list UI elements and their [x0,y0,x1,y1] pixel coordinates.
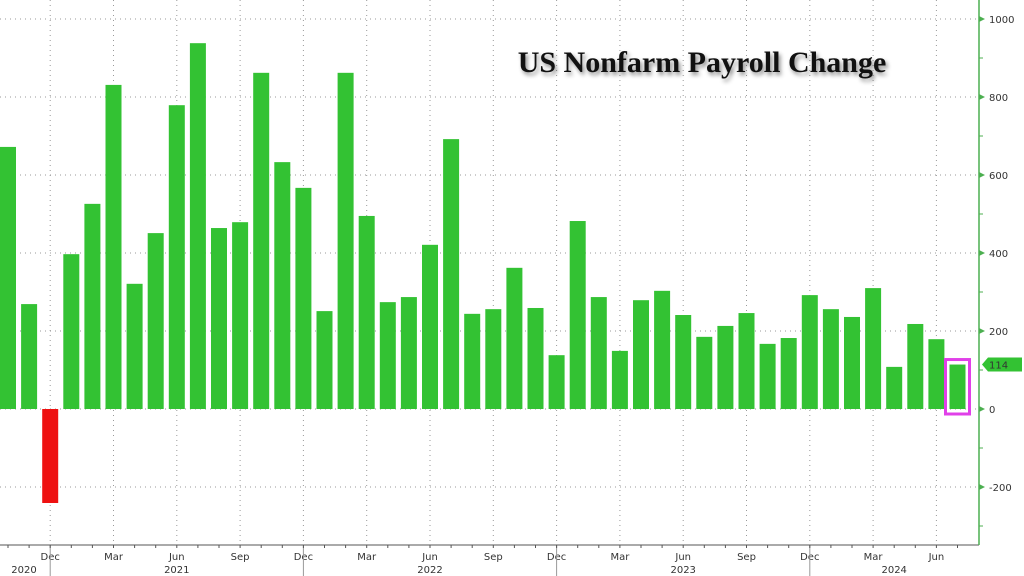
bar-sep-2021 [232,222,249,409]
y-tick-mark [979,172,985,178]
y-tick-label: 600 [989,171,1008,182]
x-year-label: 2022 [417,565,442,576]
bar-feb-2023 [590,297,607,409]
bar-apr-2022 [379,302,396,409]
bar-sep-2022 [485,309,502,409]
bar-oct-2021 [253,72,270,409]
bar-may-2024 [907,323,924,409]
bar-jan-2024 [822,309,839,409]
bar-oct-2023 [759,343,776,409]
bar-jun-2023 [675,315,692,409]
bar-aug-2021 [211,228,227,409]
bar-feb-2022 [337,72,354,409]
y-tick-label: 400 [989,249,1008,260]
bar-jun-2024 [928,339,945,409]
bar-dec-2023 [801,295,818,409]
bar-may-2023 [654,290,671,409]
bar-mar-2024 [865,288,882,409]
x-month-label: Sep [737,552,756,563]
y-tick-mark [979,94,985,100]
x-month-label: Jun [674,552,691,563]
bar-jul-2021 [189,43,206,410]
bar-dec-2022 [548,355,565,409]
y-tick-label: 0 [989,405,995,416]
bar-jan-2021 [63,254,80,409]
bar-sep-2023 [738,313,755,409]
bar-mar-2023 [611,350,628,409]
x-month-label: Sep [484,552,503,563]
bar-nov-2020 [21,304,38,409]
bar-aug-2022 [464,313,481,409]
x-month-label: Jun [168,552,185,563]
x-month-label: Jun [421,552,438,563]
bar-jun-2021 [168,105,185,409]
bar-jan-2023 [569,221,586,409]
bar-may-2022 [400,297,417,409]
bar-nov-2023 [780,338,797,409]
x-year-label: 2021 [164,565,189,576]
bar-jun-2022 [422,244,438,409]
x-month-label: Sep [231,552,250,563]
x-year-label: 2024 [881,565,906,576]
bar-nov-2022 [527,307,544,409]
bar-dec-2020 [42,409,59,503]
chart-title: US Nonfarm Payroll Change [518,46,887,79]
x-month-label: Mar [357,552,377,563]
y-tick-mark [979,484,985,490]
bar-feb-2024 [844,316,860,409]
y-tick-mark [979,328,985,334]
bar-dec-2021 [295,187,312,409]
x-month-label: Mar [104,552,124,563]
x-month-label: Mar [610,552,630,563]
y-tick-mark [979,16,985,22]
y-tick-label: 1000 [989,15,1014,26]
y-tick-label: -200 [989,483,1012,494]
latest-bar-highlight [944,358,971,416]
y-tick-label: 200 [989,327,1008,338]
bar-jul-2024 [949,364,966,409]
bar-nov-2021 [274,162,291,409]
y-tick-mark [979,406,985,412]
bar-aug-2023 [717,325,734,409]
bar-apr-2021 [126,283,143,409]
y-tick-mark [979,250,985,256]
bar-mar-2022 [358,215,375,409]
x-year-label: 2023 [670,565,695,576]
bar-apr-2023 [633,300,649,409]
x-month-label: Mar [864,552,884,563]
bar-jul-2022 [443,139,460,409]
last-value-tag [982,357,1022,372]
bar-feb-2021 [84,203,101,409]
bar-apr-2024 [886,366,903,409]
x-year-label: 2020 [11,565,36,576]
bar-mar-2021 [105,84,122,409]
y-tick-label: 800 [989,93,1008,104]
bar-oct-2020 [0,146,16,410]
last-value-label: 114 [989,361,1008,372]
bar-jul-2023 [696,336,713,409]
bar-jan-2022 [316,311,333,409]
bar-oct-2022 [506,267,523,409]
bar-may-2021 [147,233,164,409]
x-month-label: Jun [928,552,945,563]
